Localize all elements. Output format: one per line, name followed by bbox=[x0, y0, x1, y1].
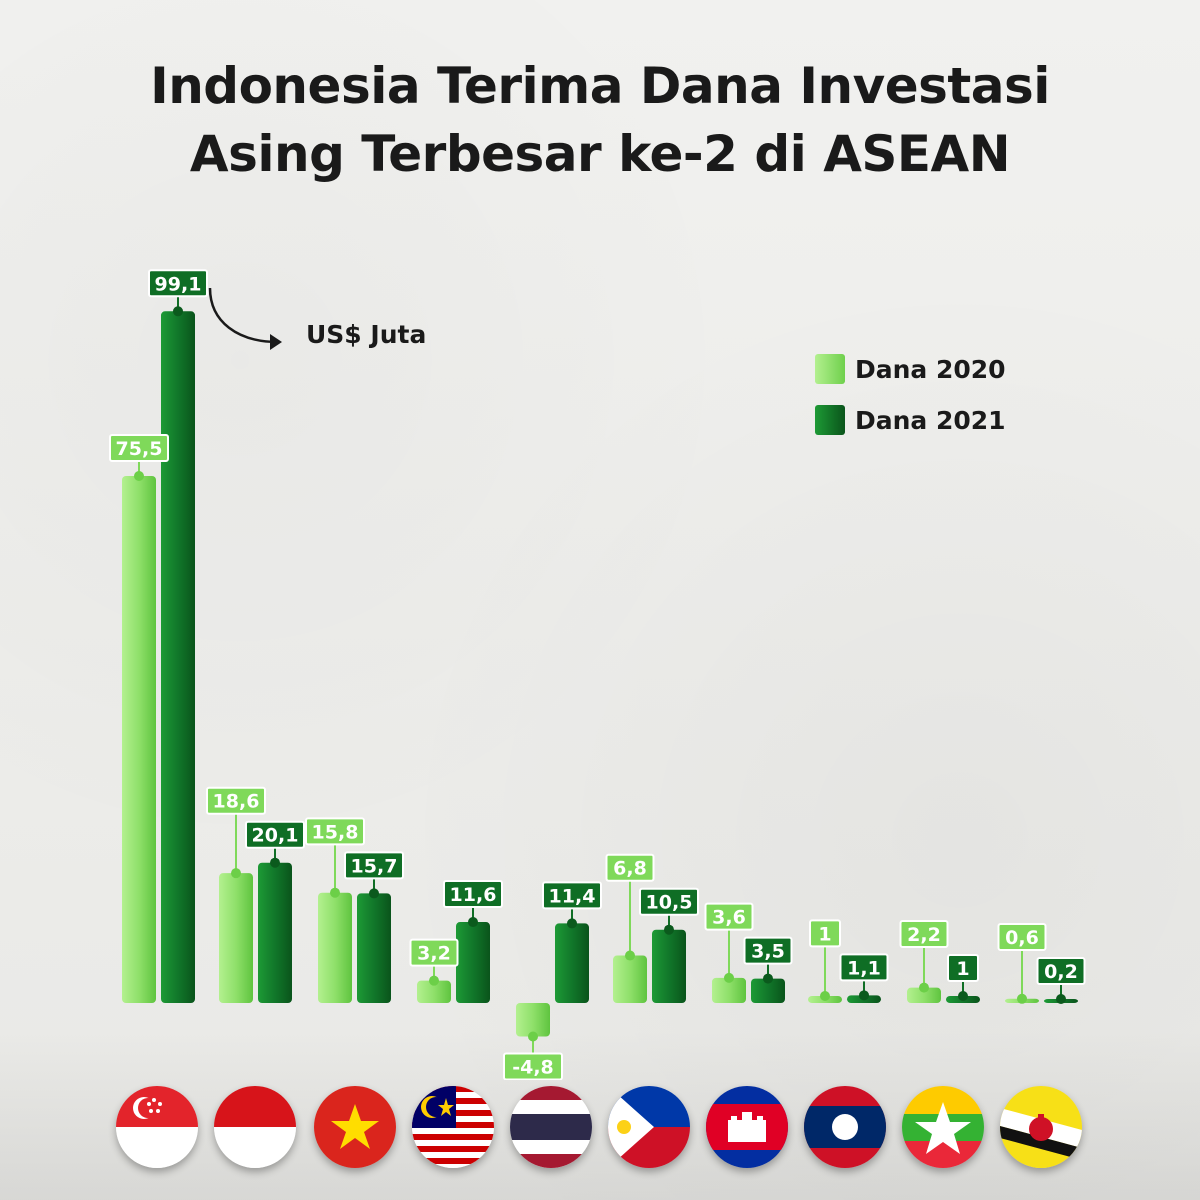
vietnam-flag-icon bbox=[314, 1086, 396, 1168]
svg-text:0,6: 0,6 bbox=[1005, 927, 1039, 949]
data-label-2021-3: 11,6 bbox=[443, 880, 503, 928]
svg-text:20,1: 20,1 bbox=[252, 825, 299, 847]
thailand-flag-icon bbox=[510, 1086, 592, 1168]
bar-2020-1 bbox=[219, 873, 253, 1003]
data-label-2021-5: 10,5 bbox=[639, 887, 699, 935]
svg-text:1,1: 1,1 bbox=[847, 957, 881, 979]
svg-text:3,2: 3,2 bbox=[417, 943, 451, 965]
bar-2020-3 bbox=[417, 980, 451, 1003]
svg-text:2,2: 2,2 bbox=[907, 924, 941, 946]
legend-item-2020: Dana 2020 bbox=[815, 350, 1006, 388]
legend-swatch-2020 bbox=[815, 354, 845, 384]
data-label-2020-1: 18,6 bbox=[206, 786, 266, 879]
malaysia-flag-icon bbox=[412, 1086, 494, 1168]
svg-text:0,2: 0,2 bbox=[1044, 961, 1078, 983]
svg-text:3,5: 3,5 bbox=[751, 941, 785, 963]
bar-2020-6 bbox=[712, 977, 746, 1003]
svg-text:1: 1 bbox=[818, 923, 831, 945]
legend-swatch-2021 bbox=[815, 405, 845, 435]
data-label-2020-5: 6,8 bbox=[605, 853, 655, 961]
bar-2021-0 bbox=[161, 311, 195, 1004]
svg-text:11,4: 11,4 bbox=[549, 885, 596, 907]
data-label-2020-3: 3,2 bbox=[409, 938, 459, 986]
data-label-2020-7: 1 bbox=[809, 919, 841, 1002]
data-label-2021-2: 15,7 bbox=[344, 851, 404, 899]
bar-2021-5 bbox=[652, 929, 686, 1003]
bar-2021-1 bbox=[258, 862, 292, 1003]
legend-label-2020: Dana 2020 bbox=[855, 354, 1006, 384]
myanmar-flag-icon bbox=[902, 1086, 984, 1168]
svg-text:11,6: 11,6 bbox=[450, 884, 497, 906]
svg-text:10,5: 10,5 bbox=[646, 892, 693, 914]
svg-text:75,5: 75,5 bbox=[116, 438, 163, 460]
legend-item-2021: Dana 2021 bbox=[815, 401, 1006, 439]
data-label-2020-2: 15,8 bbox=[305, 817, 365, 898]
data-label-2021-0: 99,1 bbox=[148, 269, 208, 317]
laos-flag-icon bbox=[804, 1086, 886, 1168]
svg-text:6,8: 6,8 bbox=[613, 858, 647, 880]
philippines-flag-icon bbox=[608, 1086, 690, 1168]
bar-2020-4 bbox=[516, 1003, 550, 1037]
data-label-2020-6: 3,6 bbox=[704, 902, 754, 983]
cambodia-flag-icon bbox=[706, 1086, 788, 1168]
bar-2021-4 bbox=[555, 923, 589, 1003]
title-line-2: Asing Terbesar ke-2 di ASEAN bbox=[189, 125, 1011, 183]
svg-text:99,1: 99,1 bbox=[155, 273, 202, 295]
brunei-flag-icon bbox=[1000, 1086, 1082, 1168]
svg-text:-4,8: -4,8 bbox=[512, 1057, 554, 1079]
data-label-2020-9: 0,6 bbox=[997, 923, 1047, 1004]
svg-text:15,7: 15,7 bbox=[351, 855, 398, 877]
singapore-flag-icon bbox=[116, 1086, 198, 1168]
legend: Dana 2020 Dana 2021 bbox=[815, 350, 1006, 452]
page-title: Indonesia Terima Dana Investasi Asing Te… bbox=[0, 52, 1200, 188]
svg-text:1: 1 bbox=[956, 958, 969, 980]
data-label-2020-0: 75,5 bbox=[109, 434, 169, 482]
data-label-2021-6: 3,5 bbox=[743, 936, 793, 984]
bar-2020-0 bbox=[122, 476, 156, 1003]
bar-2020-5 bbox=[613, 955, 647, 1003]
bar-2021-2 bbox=[357, 893, 391, 1003]
data-label-2021-7: 1,1 bbox=[839, 953, 889, 1001]
bar-2020-2 bbox=[318, 892, 352, 1003]
country-flags bbox=[0, 1080, 1200, 1180]
unit-arrow bbox=[208, 287, 282, 350]
unit-label: US$ Juta bbox=[306, 320, 427, 349]
ground-shadow bbox=[0, 1030, 1200, 1200]
svg-text:18,6: 18,6 bbox=[213, 791, 260, 813]
data-label-2021-4: 11,4 bbox=[542, 881, 602, 929]
bar-2020-8 bbox=[907, 987, 941, 1003]
indonesia-flag-icon bbox=[214, 1086, 296, 1168]
data-label-2021-1: 20,1 bbox=[245, 820, 305, 868]
bar-2021-6 bbox=[751, 978, 785, 1003]
data-label-2021-9: 0,2 bbox=[1036, 957, 1086, 1004]
data-label-2020-8: 2,2 bbox=[899, 920, 949, 993]
data-label-2021-8: 1 bbox=[947, 954, 979, 1002]
data-label-2020-4: -4,8 bbox=[503, 1031, 563, 1080]
bar-chart: 75,5 99,1 18,6 20,1 15,8 15,7 3,2 11,6 -4,8 11,4 6… bbox=[109, 269, 1086, 1080]
bar-2021-3 bbox=[456, 922, 490, 1003]
legend-label-2021: Dana 2021 bbox=[855, 405, 1006, 435]
svg-text:15,8: 15,8 bbox=[312, 821, 359, 843]
title-line-1: Indonesia Terima Dana Investasi bbox=[150, 57, 1050, 115]
svg-text:3,6: 3,6 bbox=[712, 907, 746, 929]
